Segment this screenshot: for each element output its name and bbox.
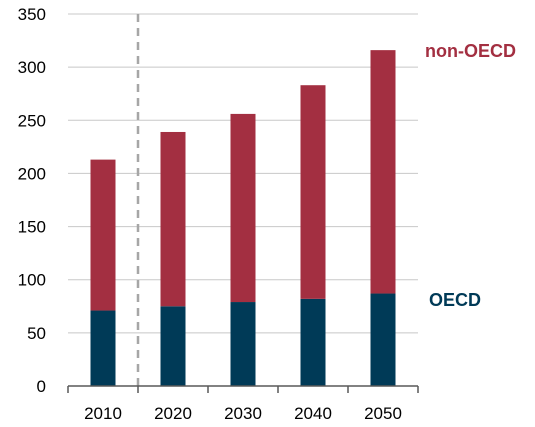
y-tick-label-150: 150 — [18, 218, 46, 237]
x-tick-label-2050: 2050 — [364, 404, 402, 423]
bar-oecd-2050 — [370, 293, 396, 386]
x-tick-label-2020: 2020 — [154, 404, 192, 423]
series-label-oecd: OECD — [429, 290, 481, 310]
bar-non-oecd-2050 — [370, 50, 396, 294]
y-tick-label-350: 350 — [18, 5, 46, 24]
bar-oecd-2030 — [230, 302, 256, 386]
x-axis-ticks — [67, 386, 419, 393]
y-axis-tick-labels: 0 50 100 150 200 250 300 350 — [18, 5, 46, 396]
x-tick-label-2010: 2010 — [84, 404, 122, 423]
y-tick-label-250: 250 — [18, 111, 46, 130]
y-tick-label-200: 200 — [18, 164, 46, 183]
bar-non-oecd-2020 — [160, 131, 186, 307]
y-tick-label-300: 300 — [18, 58, 46, 77]
bar-oecd-2020 — [160, 306, 186, 386]
x-tick-label-2030: 2030 — [224, 404, 262, 423]
y-tick-label-100: 100 — [18, 271, 46, 290]
series-label-non-oecd: non-OECD — [425, 41, 516, 61]
bar-non-oecd-2040 — [300, 85, 326, 299]
x-tick-label-2040: 2040 — [294, 404, 332, 423]
x-axis-tick-labels: 2010 2020 2030 2040 2050 — [84, 404, 402, 423]
bar-oecd-2040 — [300, 298, 326, 386]
bar-non-oecd-2030 — [230, 113, 256, 303]
bar-oecd-2010 — [90, 310, 116, 386]
y-tick-label-50: 50 — [27, 324, 46, 343]
bar-non-oecd-2010 — [90, 159, 116, 311]
y-tick-label-0: 0 — [37, 377, 46, 396]
stacked-bars — [90, 50, 396, 386]
